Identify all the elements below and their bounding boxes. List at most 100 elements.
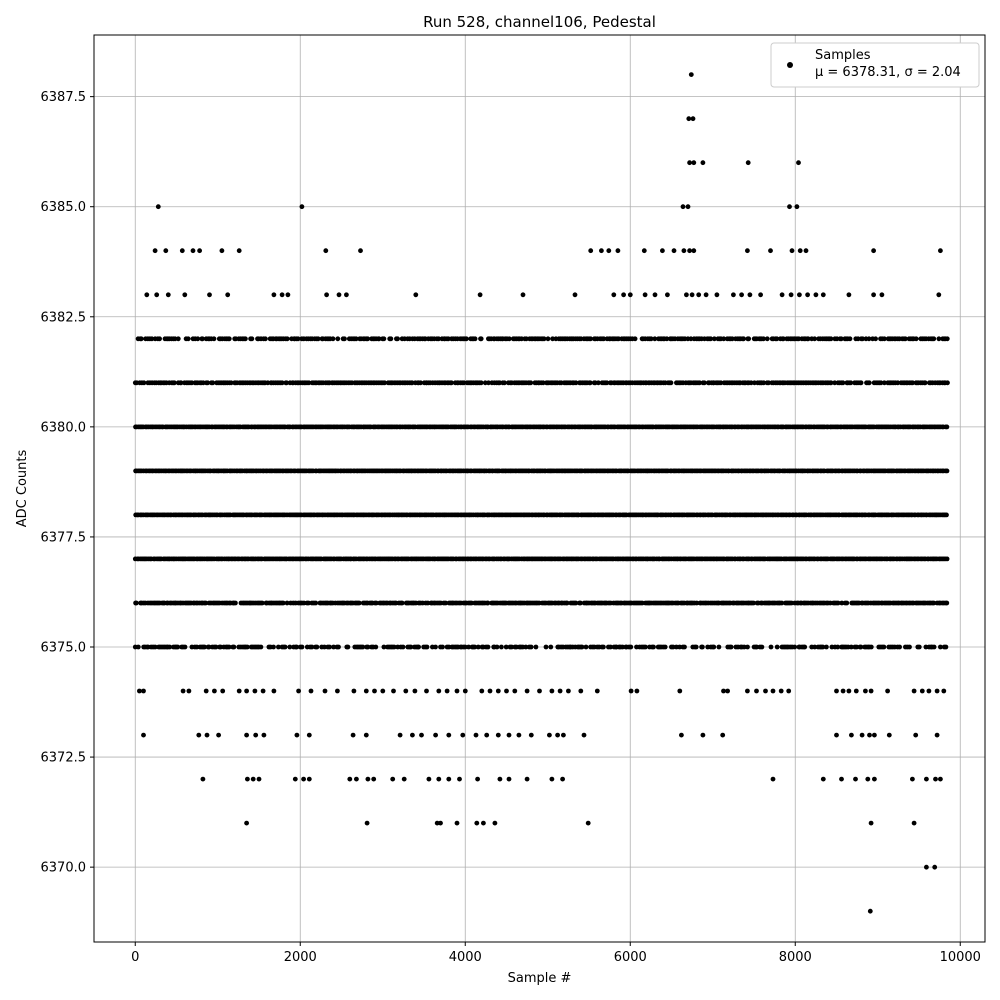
data-point bbox=[611, 292, 617, 298]
data-point bbox=[944, 512, 949, 518]
data-point bbox=[768, 248, 773, 254]
data-point bbox=[380, 688, 386, 694]
data-point bbox=[473, 732, 479, 738]
data-point bbox=[770, 688, 776, 694]
data-point bbox=[834, 688, 839, 694]
data-point bbox=[211, 336, 217, 342]
data-point bbox=[313, 600, 319, 606]
data-point bbox=[279, 380, 285, 386]
data-point bbox=[684, 292, 689, 298]
data-point bbox=[365, 336, 371, 342]
x-tick-label: 2000 bbox=[284, 950, 317, 965]
data-point bbox=[944, 600, 950, 606]
data-point bbox=[381, 336, 387, 342]
data-point bbox=[641, 248, 647, 254]
data-point bbox=[504, 688, 509, 694]
data-point bbox=[210, 380, 216, 386]
data-point bbox=[233, 600, 238, 606]
data-point bbox=[761, 380, 767, 386]
data-point bbox=[485, 600, 491, 606]
data-point bbox=[203, 600, 209, 606]
data-point bbox=[545, 336, 551, 342]
data-point bbox=[651, 644, 656, 650]
data-point bbox=[848, 380, 854, 386]
data-point bbox=[700, 732, 706, 738]
data-point bbox=[853, 776, 858, 782]
data-point bbox=[608, 644, 613, 650]
data-point bbox=[714, 292, 720, 298]
data-point bbox=[506, 336, 512, 342]
data-point bbox=[299, 204, 305, 210]
data-point bbox=[913, 732, 919, 738]
data-point bbox=[179, 248, 185, 254]
data-point bbox=[858, 380, 864, 386]
data-point bbox=[152, 644, 158, 650]
x-axis-label: Sample # bbox=[508, 971, 572, 986]
data-point bbox=[474, 820, 480, 826]
data-point bbox=[677, 644, 682, 650]
data-point bbox=[871, 248, 876, 254]
data-point bbox=[639, 600, 645, 606]
data-point bbox=[457, 776, 462, 782]
data-point bbox=[572, 292, 578, 298]
data-point bbox=[677, 688, 683, 694]
legend-marker bbox=[787, 62, 793, 68]
data-point bbox=[299, 644, 305, 650]
data-point bbox=[454, 820, 460, 826]
data-point bbox=[419, 732, 424, 738]
data-point bbox=[322, 688, 328, 694]
data-point bbox=[256, 776, 262, 782]
y-tick-label: 6387.5 bbox=[41, 90, 87, 105]
data-point bbox=[294, 732, 300, 738]
data-point bbox=[460, 732, 466, 738]
data-point bbox=[186, 688, 192, 694]
data-point bbox=[163, 248, 169, 254]
y-tick-label: 6370.0 bbox=[41, 861, 87, 876]
data-point bbox=[697, 380, 702, 386]
plot-area-frame bbox=[93, 34, 986, 943]
data-point bbox=[933, 776, 938, 782]
data-point bbox=[440, 644, 445, 650]
data-point bbox=[342, 336, 347, 342]
data-point bbox=[137, 688, 142, 694]
data-point bbox=[322, 644, 327, 650]
x-tick-label: 8000 bbox=[779, 950, 812, 965]
data-point bbox=[271, 644, 276, 650]
data-point bbox=[931, 600, 937, 606]
data-point bbox=[849, 732, 854, 738]
data-point bbox=[754, 688, 759, 694]
data-point bbox=[579, 644, 585, 650]
data-point bbox=[425, 600, 431, 606]
data-point bbox=[700, 644, 705, 650]
y-tick-label: 6377.5 bbox=[41, 530, 87, 545]
data-point bbox=[620, 644, 625, 650]
data-point bbox=[506, 732, 512, 738]
data-point bbox=[703, 292, 709, 298]
data-point bbox=[872, 732, 877, 738]
data-point bbox=[725, 688, 730, 694]
data-point bbox=[167, 644, 173, 650]
data-point bbox=[859, 732, 865, 738]
data-point bbox=[768, 644, 774, 650]
data-point bbox=[180, 688, 186, 694]
data-point bbox=[228, 380, 234, 386]
data-point bbox=[885, 688, 890, 694]
data-point bbox=[200, 336, 205, 342]
data-point bbox=[382, 380, 387, 386]
data-point bbox=[628, 644, 634, 650]
data-point bbox=[133, 600, 139, 606]
data-point bbox=[621, 292, 626, 298]
data-point bbox=[789, 248, 795, 254]
data-point bbox=[721, 336, 727, 342]
data-point bbox=[687, 248, 692, 254]
data-point bbox=[573, 600, 579, 606]
data-point bbox=[693, 644, 699, 650]
data-point bbox=[944, 468, 950, 474]
data-point bbox=[882, 336, 887, 342]
data-point bbox=[670, 644, 676, 650]
data-point bbox=[882, 380, 887, 386]
data-point bbox=[879, 292, 885, 298]
data-point bbox=[516, 732, 522, 738]
data-point bbox=[533, 644, 539, 650]
data-point bbox=[358, 248, 363, 254]
